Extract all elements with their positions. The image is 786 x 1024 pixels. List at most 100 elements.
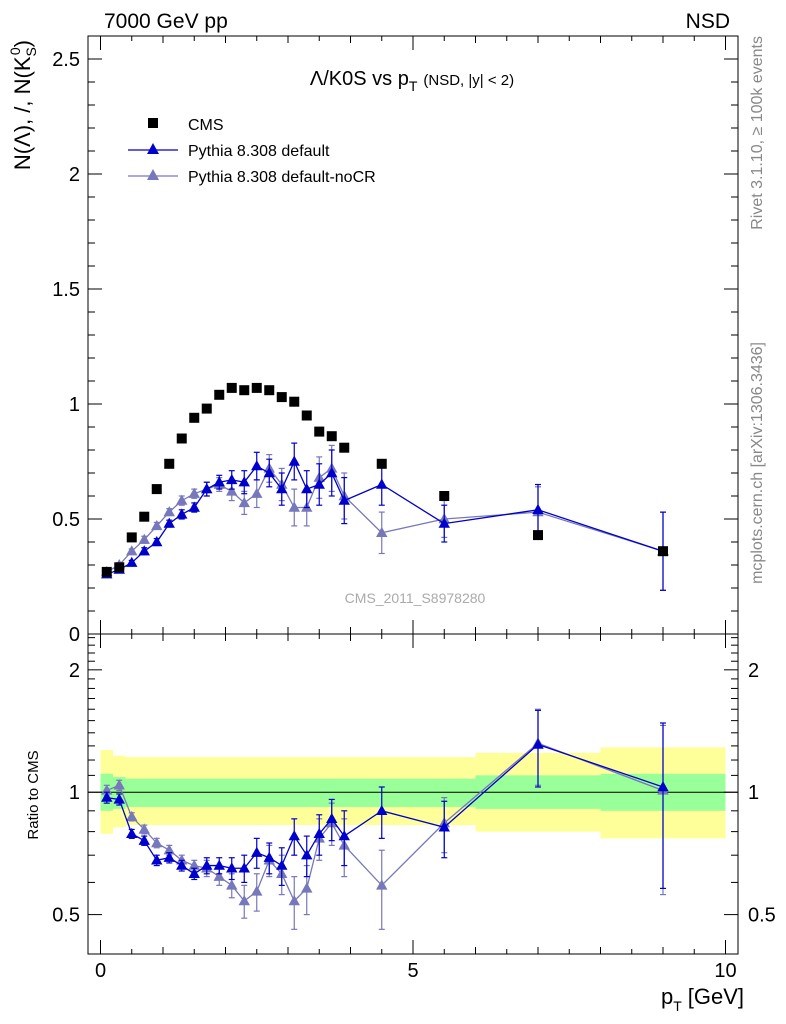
data-point-cms	[326, 431, 337, 442]
ratio-point-default	[126, 827, 138, 839]
data-point-cms	[658, 546, 668, 557]
main-ylabel-sub: S	[23, 47, 39, 56]
data-point-cms	[189, 412, 200, 423]
ratio-ylabel: Ratio to CMS	[25, 750, 42, 839]
legend-item-cms: CMS	[148, 117, 224, 134]
data-point-cms	[164, 458, 175, 469]
ratio-point-default	[163, 851, 175, 862]
ratio-point-nocr	[163, 844, 175, 855]
ratio-ytick-label-right: 0.5	[748, 905, 776, 927]
ratio-point-default	[213, 859, 225, 870]
ratio-xlabel-unit: [GeV]	[688, 984, 744, 1009]
ratio-point-default	[226, 862, 238, 873]
ratio-point-default	[326, 812, 338, 824]
data-point-nocr	[126, 545, 138, 556]
legend-marker-default	[147, 143, 159, 154]
data-point-nocr	[138, 533, 150, 544]
data-point-cms	[276, 392, 287, 403]
data-point-cms	[376, 458, 387, 469]
data-point-cms	[226, 382, 237, 393]
main-ylabel: N(Λ), /, N(KS0)	[7, 40, 39, 170]
data-point-nocr	[288, 501, 300, 512]
ratio-marks	[88, 708, 738, 930]
data-point-nocr	[376, 526, 388, 537]
ratio-point-default	[276, 859, 288, 870]
legend-marker-nocr	[147, 169, 159, 180]
data-point-default	[126, 556, 138, 567]
data-point-default	[201, 483, 213, 494]
ratio-line-default	[106, 743, 664, 875]
ratio-point-default	[313, 827, 325, 839]
ratio-point-nocr	[138, 823, 150, 834]
data-point-cms	[339, 442, 350, 453]
ratio-xtick-label: 10	[714, 960, 736, 982]
data-point-default	[438, 517, 450, 528]
main-ytick-label: 2.5	[52, 49, 80, 71]
ratio-point-nocr	[126, 810, 138, 822]
ratio-point-default	[532, 738, 544, 749]
data-point-default	[188, 501, 200, 512]
ratio-point-nocr	[176, 854, 188, 865]
data-point-cms	[176, 433, 187, 444]
ratio-point-nocr	[238, 895, 250, 906]
data-point-cms	[151, 484, 162, 495]
data-point-default	[138, 545, 150, 556]
data-point-nocr	[176, 494, 188, 505]
ratio-point-nocr	[226, 879, 238, 890]
data-point-cms	[301, 410, 312, 421]
legend-label-nocr: Pythia 8.308 default-noCR	[188, 169, 376, 186]
ratio-axes: 0.5 0.5 1 1 2 2 0 5 10	[52, 634, 776, 982]
data-point-cms	[201, 403, 212, 414]
ratio-point-default	[438, 821, 450, 832]
ratio-point-default	[101, 791, 113, 802]
main-ytick-label: 0.5	[52, 509, 80, 531]
series-line-nocr	[106, 467, 664, 573]
data-point-nocr	[238, 496, 250, 508]
ratio-point-default	[301, 849, 313, 860]
data-point-default	[338, 494, 350, 505]
data-point-default	[376, 478, 388, 489]
data-point-default	[532, 503, 544, 514]
ratio-point-default	[657, 780, 669, 792]
data-point-default	[263, 467, 275, 478]
uncertainty-band-inner	[163, 778, 226, 807]
legend: CMS Pythia 8.308 default Pythia 8.308 de…	[128, 117, 376, 186]
main-ylabel-end: )	[10, 40, 35, 47]
ratio-point-default	[151, 854, 163, 865]
uncertainty-band-inner	[225, 778, 288, 807]
main-axes: 0 0.5 1 1.5 2 2.5	[52, 35, 738, 646]
ratio-point-nocr	[188, 859, 200, 870]
data-point-cms	[251, 382, 262, 393]
ratio-xlabel-sub: T	[673, 998, 682, 1014]
ratio-frame	[87, 633, 739, 955]
data-point-cms	[114, 562, 125, 573]
ratio-point-nocr	[301, 882, 313, 893]
ratio-xtick-label: 0	[95, 960, 106, 982]
ratio-xlabel: pT [GeV]	[661, 984, 744, 1014]
ratio-ytick-label: 1	[69, 782, 80, 804]
data-point-default	[288, 455, 300, 466]
data-point-nocr	[226, 485, 238, 496]
legend-label-default: Pythia 8.308 default	[188, 143, 330, 160]
data-point-nocr	[188, 487, 200, 498]
ratio-point-default	[251, 846, 263, 857]
data-point-cms	[139, 511, 150, 522]
main-ytick-label: 1.5	[52, 279, 80, 301]
data-point-cms	[264, 385, 275, 396]
legend-item-nocr: Pythia 8.308 default-noCR	[128, 169, 376, 186]
ratio-point-default	[238, 862, 250, 873]
data-point-default	[326, 467, 338, 478]
ratio-point-default	[338, 830, 350, 841]
data-point-default	[251, 460, 263, 471]
data-point-default	[313, 478, 325, 489]
data-point-nocr	[151, 519, 163, 531]
ratio-point-nocr	[288, 895, 300, 906]
main-ytick-label: 2	[69, 164, 80, 186]
data-point-default	[163, 517, 175, 528]
data-point-cms	[126, 532, 137, 543]
ratio-point-nocr	[113, 779, 125, 790]
chart-title-sub: T	[409, 78, 418, 94]
uncertainty-band-inner	[125, 778, 163, 807]
ratio-point-nocr	[251, 885, 263, 896]
